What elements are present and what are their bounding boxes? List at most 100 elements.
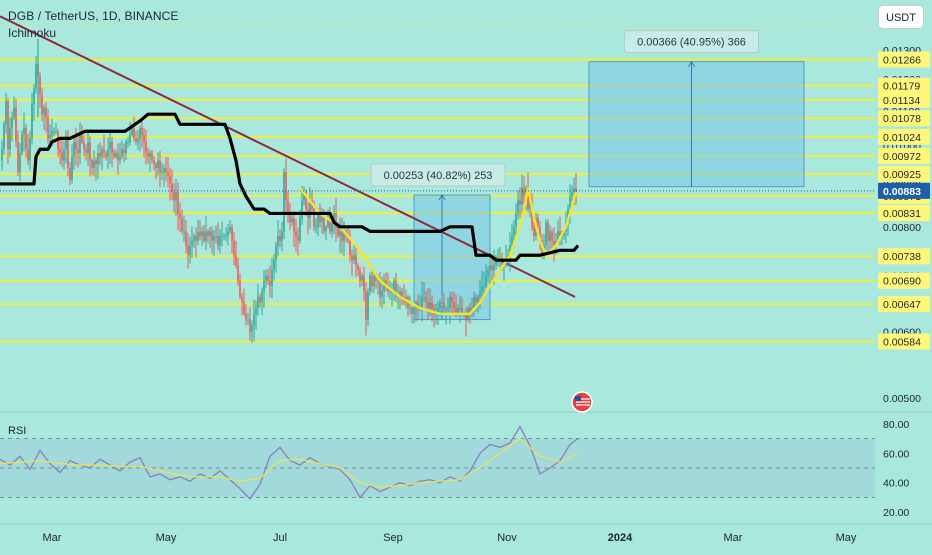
candle-body[interactable] <box>331 222 333 232</box>
candle-body[interactable] <box>457 308 459 314</box>
candle-body[interactable] <box>335 213 337 227</box>
candle-body[interactable] <box>253 313 255 326</box>
candle-body[interactable] <box>175 192 177 201</box>
candle-body[interactable] <box>289 213 291 223</box>
level-tag[interactable]: 0.00690 <box>883 276 921 288</box>
candle-body[interactable] <box>211 231 213 241</box>
candle-body[interactable] <box>325 226 327 232</box>
level-tag[interactable]: 0.01078 <box>883 113 921 125</box>
rsi-ma-line[interactable] <box>0 437 579 488</box>
candle-body[interactable] <box>103 149 105 153</box>
candle-body[interactable] <box>79 134 81 153</box>
candle-body[interactable] <box>475 296 477 303</box>
candle-body[interactable] <box>85 149 87 153</box>
candle-body[interactable] <box>473 296 475 309</box>
candle-body[interactable] <box>299 217 301 241</box>
candle-body[interactable] <box>39 76 41 95</box>
candle-body[interactable] <box>77 149 79 153</box>
candle-body[interactable] <box>71 156 73 180</box>
candle-body[interactable] <box>105 152 107 157</box>
candle-body[interactable] <box>73 141 75 157</box>
candle-body[interactable] <box>363 275 365 292</box>
candle-body[interactable] <box>41 94 43 115</box>
candle-body[interactable] <box>373 275 375 287</box>
rsi-line[interactable] <box>0 425 579 500</box>
candle-body[interactable] <box>235 255 237 266</box>
candle-body[interactable] <box>521 187 523 205</box>
candle-body[interactable] <box>489 265 491 271</box>
candle-body[interactable] <box>305 192 307 210</box>
candle-body[interactable] <box>483 286 485 288</box>
candle-body[interactable] <box>285 171 287 201</box>
candle-body[interactable] <box>263 280 265 292</box>
candle-body[interactable] <box>421 296 423 309</box>
candle-body[interactable] <box>441 302 443 304</box>
candle-body[interactable] <box>435 313 437 315</box>
candle-body[interactable] <box>47 117 49 139</box>
candle-body[interactable] <box>217 236 219 246</box>
candle-body[interactable] <box>191 240 193 246</box>
candle-body[interactable] <box>247 319 249 321</box>
candle-body[interactable] <box>65 138 67 150</box>
candle-body[interactable] <box>33 88 35 105</box>
candle-body[interactable] <box>157 160 159 169</box>
candle-body[interactable] <box>11 117 13 128</box>
candle-body[interactable] <box>251 325 253 332</box>
level-tag[interactable]: 0.00925 <box>883 169 921 181</box>
candle-body[interactable] <box>431 302 433 309</box>
candle-body[interactable] <box>295 231 297 237</box>
candle-body[interactable] <box>395 280 397 297</box>
candle-body[interactable] <box>389 291 391 293</box>
candle-body[interactable] <box>129 134 131 142</box>
candle-body[interactable] <box>209 231 211 237</box>
candle-body[interactable] <box>453 302 455 309</box>
candle-body[interactable] <box>119 156 121 161</box>
candle-body[interactable] <box>115 152 117 157</box>
candle-body[interactable] <box>139 127 141 139</box>
level-tag[interactable]: 0.00647 <box>883 299 921 311</box>
candle-body[interactable] <box>437 308 439 314</box>
candle-body[interactable] <box>171 183 173 193</box>
candle-body[interactable] <box>121 149 123 157</box>
ichimoku-line[interactable] <box>0 112 580 262</box>
level-tag[interactable]: 0.01134 <box>883 95 920 107</box>
candle-body[interactable] <box>297 236 299 241</box>
candle-body[interactable] <box>283 171 285 232</box>
candle-body[interactable] <box>7 101 9 150</box>
candle-body[interactable] <box>161 171 163 173</box>
candle-body[interactable] <box>127 141 129 143</box>
candle-body[interactable] <box>379 280 381 297</box>
candle-body[interactable] <box>5 101 7 125</box>
candle-body[interactable] <box>113 152 115 157</box>
candle-body[interactable] <box>443 302 445 309</box>
candle-body[interactable] <box>479 291 481 297</box>
candle-body[interactable] <box>293 217 295 232</box>
candle-body[interactable] <box>357 265 359 271</box>
candle-body[interactable] <box>169 175 171 184</box>
candle-body[interactable] <box>183 231 185 233</box>
candle-body[interactable] <box>337 226 339 237</box>
candle-body[interactable] <box>393 280 395 292</box>
candle-body[interactable] <box>125 141 127 153</box>
candle-body[interactable] <box>111 141 113 153</box>
candle-body[interactable] <box>333 213 335 223</box>
candle-body[interactable] <box>545 222 547 246</box>
candle-body[interactable] <box>549 231 551 241</box>
candle-body[interactable] <box>163 168 165 172</box>
candle-body[interactable] <box>233 240 235 256</box>
candle-body[interactable] <box>351 255 353 261</box>
candle-body[interactable] <box>225 236 227 238</box>
candle-body[interactable] <box>1 149 3 161</box>
candle-body[interactable] <box>109 141 111 150</box>
candle-body[interactable] <box>45 107 47 118</box>
candle-body[interactable] <box>461 308 463 314</box>
candle-body[interactable] <box>377 280 379 282</box>
candle-body[interactable] <box>365 291 367 320</box>
candle-body[interactable] <box>3 124 5 150</box>
candle-body[interactable] <box>135 138 137 142</box>
last-price-tag[interactable]: 0.00883 <box>883 186 921 198</box>
candle-body[interactable] <box>269 280 271 287</box>
candle-body[interactable] <box>255 308 257 314</box>
candle-body[interactable] <box>279 236 281 241</box>
